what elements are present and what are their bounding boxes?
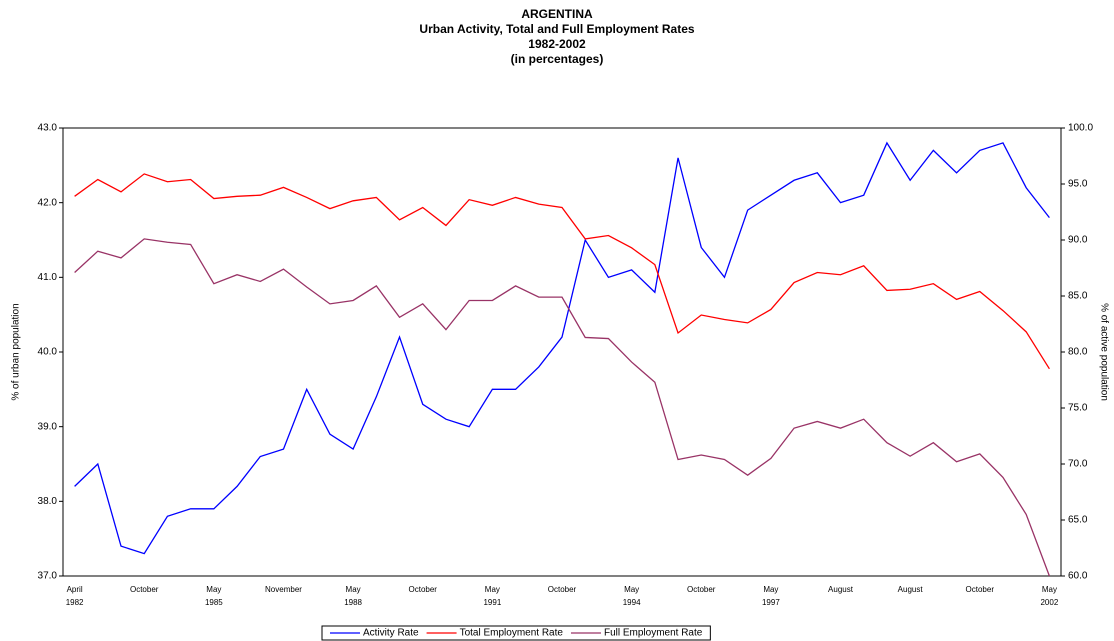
y-tick-label: 40.0: [38, 347, 58, 358]
x-tick-label: August: [898, 585, 924, 594]
x-tick-label: October: [548, 585, 577, 594]
x-tick-label: May 1988: [344, 585, 362, 607]
y2-tick-label: 85.0: [1068, 291, 1088, 302]
chart-unit-note: (in percentages): [511, 52, 604, 66]
x-tick-label: May 1991: [483, 585, 501, 607]
x-tick-label: August: [828, 585, 854, 594]
y-tick-label: 39.0: [38, 421, 58, 432]
legend-label: Full Employment Rate: [604, 628, 703, 639]
x-tick-label: May 1994: [623, 585, 641, 607]
x-tick-label: May 1985: [205, 585, 223, 607]
y-tick-label: 43.0: [38, 123, 58, 134]
y2-tick-label: 60.0: [1068, 571, 1088, 582]
series-line: [74, 141, 1050, 555]
y-tick-label: 42.0: [38, 197, 58, 208]
series-line: [74, 173, 1050, 370]
chart-title: ARGENTINA: [521, 7, 593, 21]
x-tick-label: October: [409, 585, 438, 594]
legend: Activity Rate Total Employment Rate Full E…: [321, 625, 711, 641]
series-line: [74, 238, 1051, 577]
y-axis-label: % of urban population: [11, 303, 22, 400]
y2-tick-label: 65.0: [1068, 515, 1088, 526]
y-tick-label: 37.0: [38, 571, 58, 582]
x-tick-label: May 1997: [762, 585, 780, 607]
y2-tick-label: 90.0: [1068, 235, 1088, 246]
y2-tick-label: 95.0: [1068, 179, 1088, 190]
x-tick-label: October: [966, 585, 995, 594]
x-tick-label: May 2002: [1040, 585, 1058, 607]
x-tick-label: April 1982: [66, 585, 84, 607]
y2-tick-label: 80.0: [1068, 347, 1088, 358]
x-tick-label: October: [687, 585, 716, 594]
legend-label: Total Employment Rate: [460, 628, 564, 639]
y-tick-label: 38.0: [38, 496, 58, 507]
chart-subtitle: Urban Activity, Total and Full Employmen…: [419, 22, 694, 36]
legend-label: Activity Rate: [363, 628, 419, 639]
chart-period: 1982-2002: [528, 37, 586, 51]
y2-tick-label: 75.0: [1068, 403, 1088, 414]
y2-axis-label: % of active population: [1098, 303, 1109, 401]
x-tick-label: November: [265, 585, 302, 594]
y2-tick-label: 100.0: [1068, 123, 1093, 134]
y-tick-label: 41.0: [38, 272, 58, 283]
y2-tick-label: 70.0: [1068, 459, 1088, 470]
x-tick-label: October: [130, 585, 159, 594]
legend-box: [321, 625, 711, 641]
